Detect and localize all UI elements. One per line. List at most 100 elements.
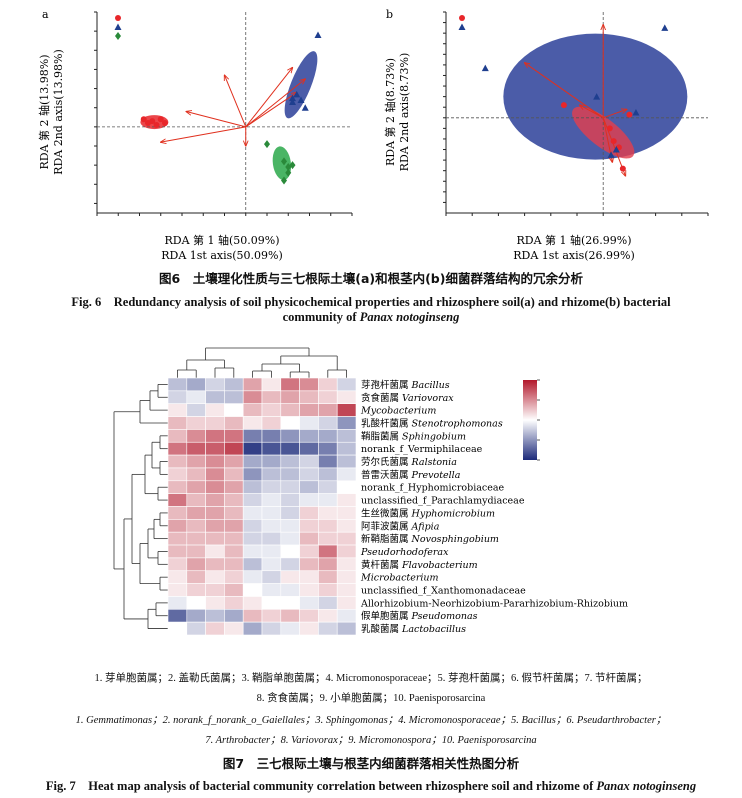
row-label: 新鞘脂菌属 Novosphingobium [361, 533, 499, 545]
heatmap-cell [299, 467, 319, 482]
point-sBP [162, 120, 168, 127]
heatmap-cell [205, 377, 225, 392]
heatmap-cell [167, 621, 188, 636]
row-label: 乳酸菌属 Lactobacillus [361, 623, 466, 635]
point-pBP [619, 165, 626, 172]
heatmap-cell [318, 441, 338, 456]
heatmap-cell [280, 583, 300, 597]
heatmap-cell [318, 467, 338, 482]
heatmap-cell [242, 480, 263, 494]
point-pBP [626, 111, 633, 118]
row-label-cn: 芽孢杆菌属 [361, 379, 409, 391]
heatmap-cell [299, 441, 319, 456]
heatmap-cell [224, 570, 244, 584]
fig6-caption-en-species: Panax notoginseng [359, 310, 460, 324]
heatmap-cell [280, 557, 300, 572]
heatmap-cell [280, 493, 300, 507]
row-label-en: Prevotella [411, 470, 461, 481]
fig7-note-en-line2: 7. Arthrobacter；8. Variovorax；9. Micromo… [205, 735, 537, 746]
point-pBP [560, 102, 567, 109]
panel-b-letter: b [386, 8, 393, 21]
heatmap-cell [318, 454, 338, 469]
point-pMFP [632, 109, 640, 116]
heatmap-cell [242, 467, 263, 482]
panel-a-ylabel-cn: RDA 第 2 轴(13.98%) [37, 54, 51, 169]
heatmap-cell [205, 429, 225, 443]
heatmap-cell [280, 403, 300, 417]
heatmap-cell [299, 480, 319, 494]
heatmap-cell [186, 480, 206, 494]
env-vector [525, 63, 604, 119]
row-label-en: Hyphomicrobium [411, 508, 495, 519]
panel-b-xlabel-cn: RDA 第 1 轴(26.99%) [516, 233, 631, 247]
heatmap-cell [280, 441, 300, 456]
heatmap-cell [224, 544, 244, 559]
point-pMFP [593, 93, 601, 100]
heatmap-cell [186, 429, 206, 443]
heatmap-cell [224, 429, 244, 443]
heatmap-cell [224, 596, 244, 610]
heatmap-cell [280, 544, 300, 559]
row-label-cn: 普雷沃菌属 [361, 469, 409, 481]
heatmap-cell [318, 544, 338, 559]
group-ellipse [272, 146, 292, 181]
row-label: 阿菲波菌属 Afipia [361, 520, 440, 532]
heatmap-cell [299, 519, 319, 533]
heatmap-cell [299, 493, 319, 507]
heatmap-cell [224, 493, 244, 507]
heatmap-cell [242, 377, 263, 392]
fig7-caption-en: Fig. 7 Heat map analysis of bacterial co… [0, 775, 742, 794]
heatmap-cell [205, 583, 225, 597]
row-label-en: Stenotrophomonas [412, 418, 503, 429]
heatmap-cell [205, 390, 225, 404]
heatmap-cell [261, 467, 282, 482]
heatmap-cell [336, 441, 357, 456]
env-vector [580, 105, 604, 119]
heatmap-cell [224, 441, 244, 456]
heatmap-cell [224, 377, 244, 392]
heatmap-cell [280, 416, 300, 430]
row-label-en: Afipia [411, 521, 440, 532]
heatmap-cell [280, 519, 300, 533]
heatmap-cell [299, 506, 319, 520]
heatmap-cell [318, 519, 338, 533]
heatmap-cell [167, 544, 188, 559]
heatmap-cell [280, 429, 300, 443]
point-sCCO [289, 161, 296, 170]
heatmap-cell [186, 519, 206, 533]
heatmap-cell [299, 596, 319, 610]
row-label-en: norank_f_Hyphomicrobiaceae [361, 483, 505, 494]
heatmap-cell [299, 608, 319, 623]
heatmap-cell [336, 493, 357, 507]
heatmap-cell [167, 403, 188, 417]
point-pMFP [607, 151, 615, 158]
point-pBP [606, 125, 613, 132]
heatmap-cell [261, 621, 282, 636]
heatmap-cell [205, 480, 225, 494]
heatmap-cell [167, 416, 188, 430]
heatmap-cell [186, 454, 206, 469]
heatmap-cell [205, 596, 225, 610]
heatmap-cell [261, 557, 282, 572]
heatmap-cell [261, 480, 282, 494]
heatmap-cell [242, 506, 263, 520]
row-label: 普雷沃菌属 Prevotella [361, 469, 461, 481]
heatmap-cell [261, 377, 282, 392]
heatmap-cell [167, 377, 188, 392]
row-label-en: norank_f_Vermiphilaceae [361, 444, 483, 455]
heatmap-cell [224, 467, 244, 482]
point-sCCO [264, 140, 270, 149]
legend-marker [115, 32, 121, 40]
row-label: unclassified_f_Parachlamydiaceae [361, 496, 525, 507]
panel-a-ylabel-en: RDA 2nd axis(13.98%) [52, 49, 65, 175]
heatmap-cell [336, 480, 357, 494]
heatmap-cell [336, 596, 357, 610]
heatmap-cell [261, 531, 282, 546]
heatmap-cell [299, 403, 319, 417]
panel-b-ylabel-cn: RDA 第 2 轴(8.73%) [383, 58, 397, 166]
heatmap-cell [336, 403, 357, 417]
heatmap-cell [299, 390, 319, 404]
heatmap-cell [167, 390, 188, 404]
heatmap-cell [318, 608, 338, 623]
row-label-en: Pseudorhodoferax [360, 547, 449, 558]
